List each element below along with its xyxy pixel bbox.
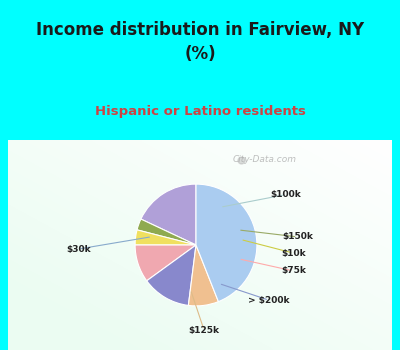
Wedge shape bbox=[137, 219, 196, 245]
Wedge shape bbox=[188, 245, 218, 306]
Wedge shape bbox=[196, 184, 257, 302]
Wedge shape bbox=[141, 184, 196, 245]
Wedge shape bbox=[135, 245, 196, 281]
Text: $30k: $30k bbox=[66, 245, 90, 253]
Text: Income distribution in Fairview, NY
(%): Income distribution in Fairview, NY (%) bbox=[36, 21, 364, 63]
Text: $100k: $100k bbox=[270, 190, 301, 199]
Text: Hispanic or Latino residents: Hispanic or Latino residents bbox=[94, 105, 306, 119]
Wedge shape bbox=[135, 230, 196, 245]
Wedge shape bbox=[147, 245, 196, 306]
Text: City-Data.com: City-Data.com bbox=[233, 155, 297, 164]
Text: $10k: $10k bbox=[281, 248, 306, 258]
Text: $75k: $75k bbox=[281, 266, 306, 275]
Text: $125k: $125k bbox=[189, 326, 220, 335]
Text: > $200k: > $200k bbox=[248, 296, 290, 305]
Text: $150k: $150k bbox=[282, 232, 313, 241]
